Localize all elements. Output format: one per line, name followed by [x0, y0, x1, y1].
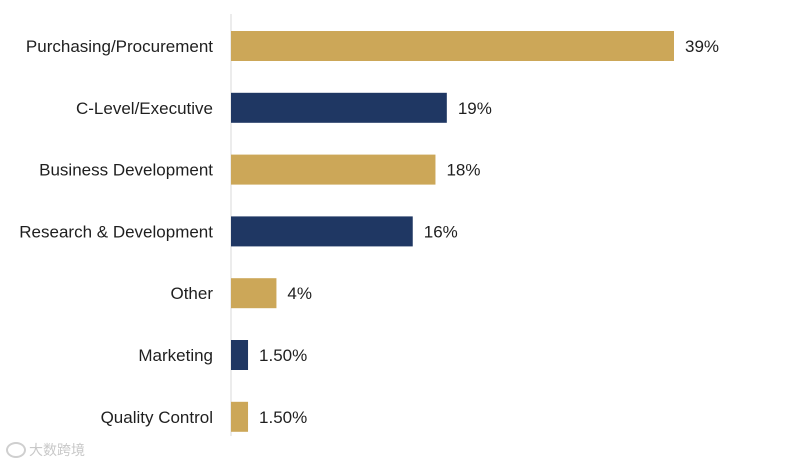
value-label-research-development: 16% [424, 222, 458, 241]
value-label-marketing: 1.50% [259, 346, 307, 365]
value-label-other: 4% [287, 284, 312, 303]
bar-c-level-executive [231, 92, 447, 123]
watermark: 大数跨境 [6, 440, 85, 460]
category-label-quality-control: Quality Control [101, 408, 213, 427]
category-label-research-development: Research & Development [19, 222, 213, 241]
bar-quality-control [231, 401, 249, 432]
category-label-purchasing-procurement: Purchasing/Procurement [26, 37, 213, 56]
bar-research-development [231, 216, 413, 247]
category-label-other: Other [170, 284, 213, 303]
bar-marketing [231, 340, 249, 370]
value-label-purchasing-procurement: 39% [685, 37, 719, 56]
value-label-c-level-executive: 19% [458, 99, 492, 118]
watermark-logo-icon [6, 442, 26, 458]
value-label-business-development: 18% [446, 161, 480, 180]
category-label-c-level-executive: C-Level/Executive [76, 99, 213, 118]
bar-purchasing-procurement [231, 31, 674, 61]
watermark-text: 大数跨境 [29, 442, 85, 458]
bar-business-development [231, 154, 436, 185]
category-label-business-development: Business Development [39, 161, 213, 180]
category-label-marketing: Marketing [138, 346, 213, 365]
bar-other [231, 278, 277, 309]
value-label-quality-control: 1.50% [259, 408, 307, 427]
bars-layer: Purchasing/Procurement 39% C-Level/Executi… [19, 31, 719, 432]
